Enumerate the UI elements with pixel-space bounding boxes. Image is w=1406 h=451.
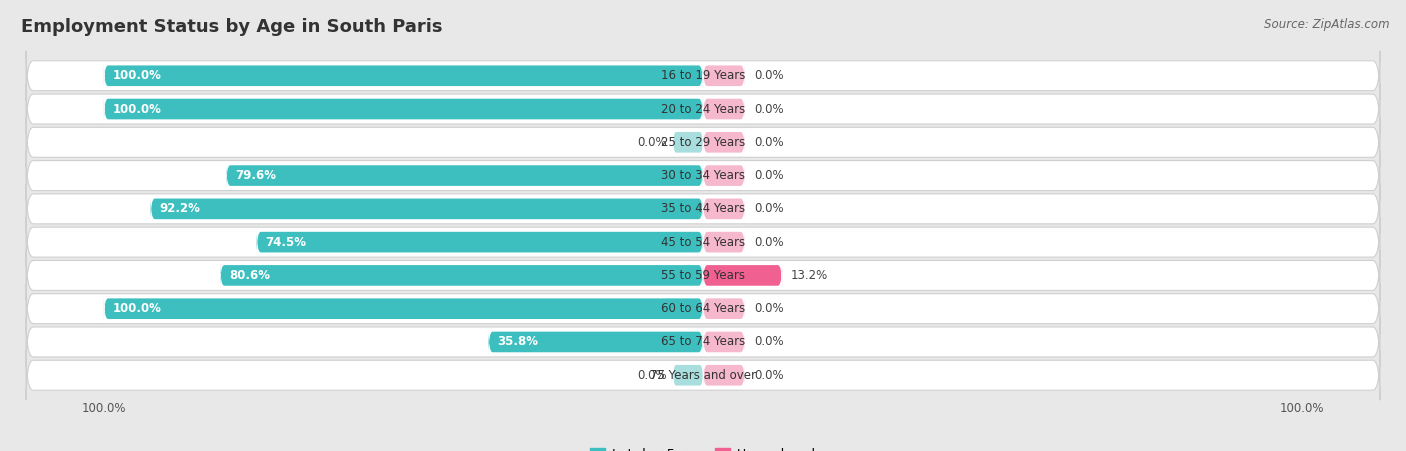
Text: 0.0%: 0.0% bbox=[754, 302, 783, 315]
Text: 0.0%: 0.0% bbox=[754, 202, 783, 216]
FancyBboxPatch shape bbox=[27, 284, 1379, 334]
Legend: In Labor Force, Unemployed: In Labor Force, Unemployed bbox=[585, 443, 821, 451]
FancyBboxPatch shape bbox=[27, 51, 1379, 101]
Text: Source: ZipAtlas.com: Source: ZipAtlas.com bbox=[1264, 18, 1389, 31]
Text: 74.5%: 74.5% bbox=[266, 235, 307, 249]
FancyBboxPatch shape bbox=[673, 365, 703, 386]
FancyBboxPatch shape bbox=[703, 329, 745, 355]
FancyBboxPatch shape bbox=[27, 317, 1379, 367]
Text: Employment Status by Age in South Paris: Employment Status by Age in South Paris bbox=[21, 18, 443, 36]
FancyBboxPatch shape bbox=[703, 262, 782, 288]
Text: 0.0%: 0.0% bbox=[754, 136, 783, 149]
FancyBboxPatch shape bbox=[703, 96, 745, 122]
Text: 0.0%: 0.0% bbox=[754, 169, 783, 182]
FancyBboxPatch shape bbox=[703, 296, 745, 322]
FancyBboxPatch shape bbox=[488, 329, 703, 355]
FancyBboxPatch shape bbox=[703, 362, 745, 388]
Text: 0.0%: 0.0% bbox=[754, 235, 783, 249]
Text: 16 to 19 Years: 16 to 19 Years bbox=[661, 69, 745, 82]
Text: 75 Years and over: 75 Years and over bbox=[650, 369, 756, 382]
FancyBboxPatch shape bbox=[703, 63, 745, 89]
Text: 55 to 59 Years: 55 to 59 Years bbox=[661, 269, 745, 282]
Text: 45 to 54 Years: 45 to 54 Years bbox=[661, 235, 745, 249]
Text: 92.2%: 92.2% bbox=[160, 202, 201, 216]
Text: 79.6%: 79.6% bbox=[235, 169, 276, 182]
FancyBboxPatch shape bbox=[104, 63, 703, 89]
Text: 0.0%: 0.0% bbox=[637, 136, 666, 149]
Text: 100.0%: 100.0% bbox=[112, 102, 162, 115]
FancyBboxPatch shape bbox=[27, 184, 1379, 234]
FancyBboxPatch shape bbox=[257, 229, 703, 255]
FancyBboxPatch shape bbox=[27, 217, 1379, 267]
FancyBboxPatch shape bbox=[27, 117, 1379, 167]
Text: 100.0%: 100.0% bbox=[112, 69, 162, 82]
Text: 0.0%: 0.0% bbox=[754, 369, 783, 382]
FancyBboxPatch shape bbox=[226, 163, 703, 189]
FancyBboxPatch shape bbox=[104, 296, 703, 322]
Text: 80.6%: 80.6% bbox=[229, 269, 270, 282]
Text: 0.0%: 0.0% bbox=[754, 336, 783, 349]
Text: 100.0%: 100.0% bbox=[112, 302, 162, 315]
FancyBboxPatch shape bbox=[150, 196, 703, 222]
FancyBboxPatch shape bbox=[703, 229, 745, 255]
Text: 0.0%: 0.0% bbox=[754, 69, 783, 82]
Text: 0.0%: 0.0% bbox=[637, 369, 666, 382]
FancyBboxPatch shape bbox=[673, 132, 703, 152]
FancyBboxPatch shape bbox=[703, 196, 745, 222]
Text: 30 to 34 Years: 30 to 34 Years bbox=[661, 169, 745, 182]
Text: 35.8%: 35.8% bbox=[498, 336, 538, 349]
FancyBboxPatch shape bbox=[27, 151, 1379, 201]
FancyBboxPatch shape bbox=[703, 163, 745, 189]
FancyBboxPatch shape bbox=[221, 262, 703, 288]
Text: 65 to 74 Years: 65 to 74 Years bbox=[661, 336, 745, 349]
Text: 25 to 29 Years: 25 to 29 Years bbox=[661, 136, 745, 149]
FancyBboxPatch shape bbox=[703, 129, 745, 155]
Text: 0.0%: 0.0% bbox=[754, 102, 783, 115]
Text: 20 to 24 Years: 20 to 24 Years bbox=[661, 102, 745, 115]
FancyBboxPatch shape bbox=[27, 250, 1379, 300]
FancyBboxPatch shape bbox=[27, 350, 1379, 400]
FancyBboxPatch shape bbox=[104, 96, 703, 122]
FancyBboxPatch shape bbox=[27, 84, 1379, 134]
Text: 35 to 44 Years: 35 to 44 Years bbox=[661, 202, 745, 216]
Text: 60 to 64 Years: 60 to 64 Years bbox=[661, 302, 745, 315]
Text: 13.2%: 13.2% bbox=[792, 269, 828, 282]
